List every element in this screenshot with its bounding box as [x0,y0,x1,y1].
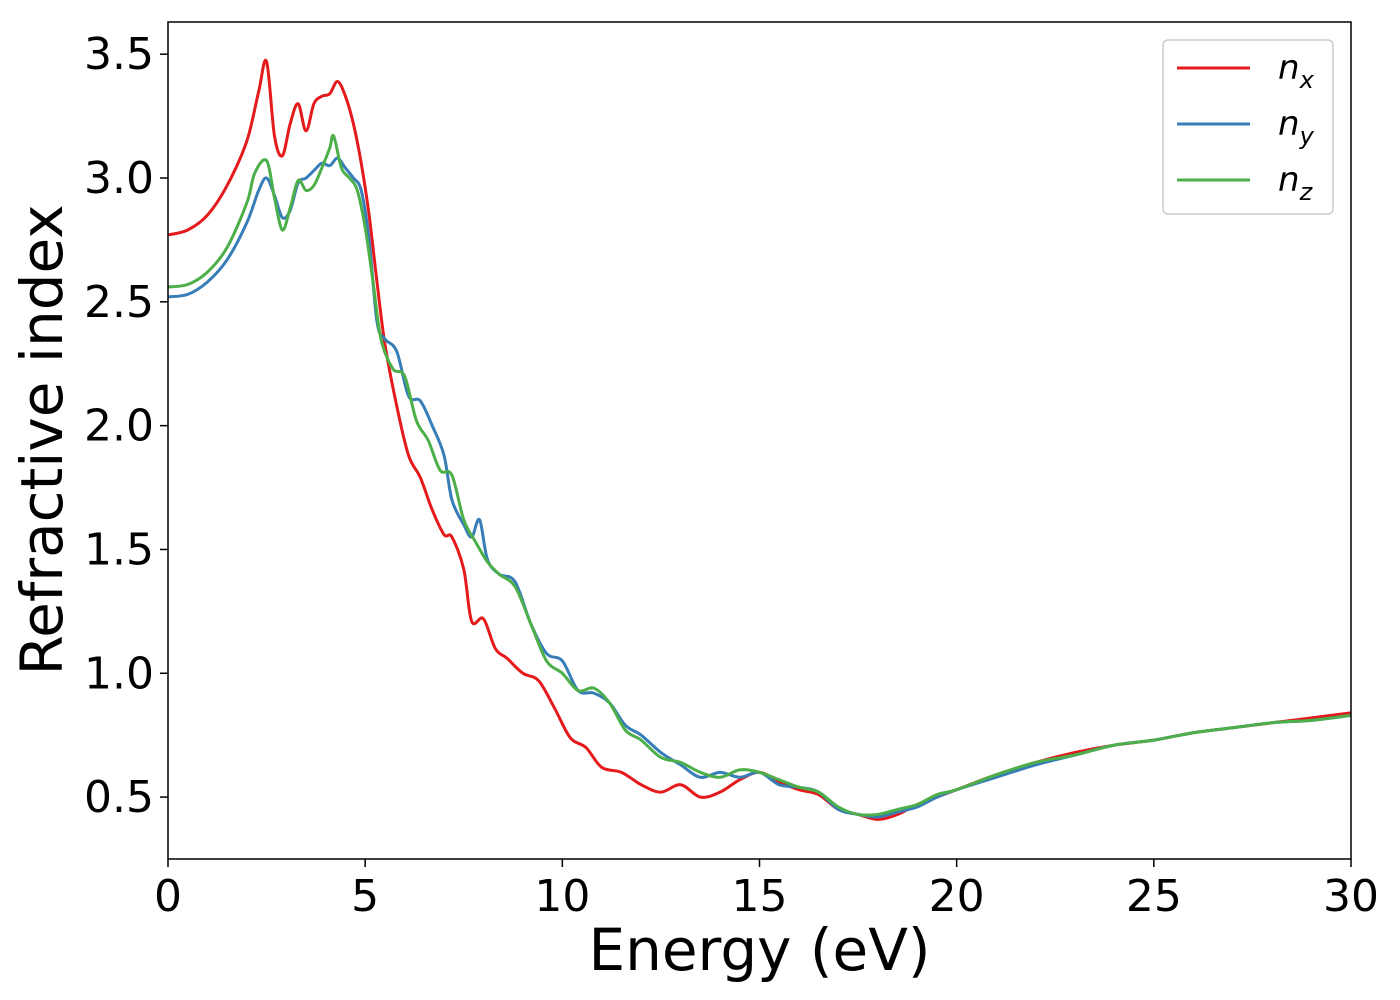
y-tick-label: 3.5 [84,29,154,80]
series-line-z [168,133,1351,817]
x-tick-label: 30 [1323,871,1379,922]
y-axis-label: Refractive index [8,204,76,675]
x-tick-label: 20 [929,871,985,922]
x-tick-label: 10 [534,871,590,922]
x-tick-label: 5 [351,871,379,922]
y-tick-label: 0.5 [84,772,154,823]
x-axis: 0 5 10 15 20 25 30 [154,859,1379,922]
legend: nx ny nz [1162,39,1334,215]
x-tick-label: 15 [732,871,788,922]
series-layer [168,58,1351,821]
y-tick-label: 3.0 [84,153,154,204]
x-tick-label: 0 [154,871,182,922]
y-axis: 0.5 1.0 1.5 2.0 2.5 3.0 3.5 [84,29,168,823]
y-tick-label: 1.0 [84,648,154,699]
legend-label-z: nz [1278,160,1314,206]
legend-box [1162,39,1334,215]
y-tick-label: 2.5 [84,277,154,328]
y-tick-label: 1.5 [84,524,154,575]
legend-label-y: ny [1278,104,1315,150]
y-tick-label: 2.0 [84,401,154,452]
x-tick-label: 25 [1126,871,1182,922]
x-axis-label: Energy (eV) [588,916,930,984]
legend-label-x: nx [1278,48,1315,94]
